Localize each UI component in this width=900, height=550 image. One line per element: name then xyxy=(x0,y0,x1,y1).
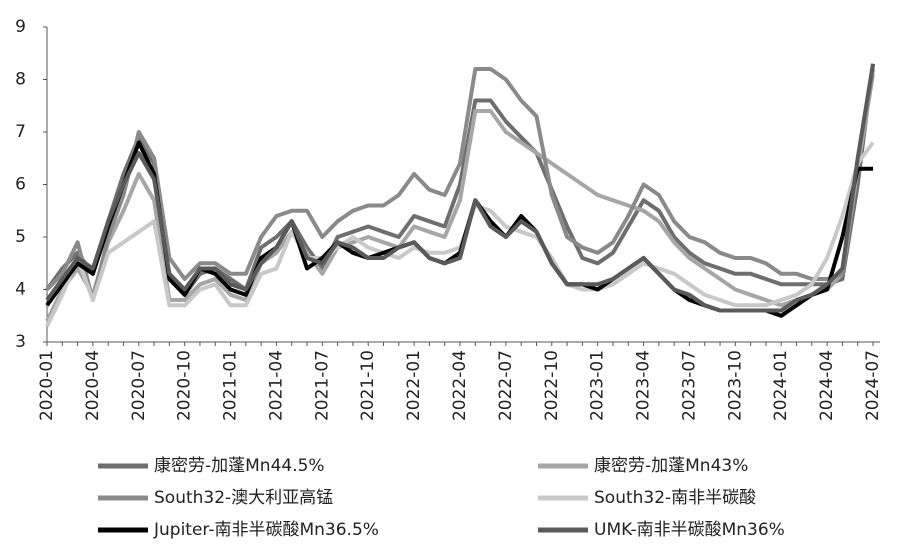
x-tick-label: 2024-07 xyxy=(863,350,883,421)
x-tick-label: 2021-04 xyxy=(266,350,286,421)
x-tick-label: 2022-07 xyxy=(496,350,516,421)
x-tick-label: 2023-07 xyxy=(679,350,699,421)
legend-label: Jupiter-南非半碳酸Mn36.5% xyxy=(153,520,379,540)
x-tick-label: 2022-10 xyxy=(542,350,562,421)
y-tick-label: 6 xyxy=(15,175,26,195)
x-tick-label: 2021-07 xyxy=(312,350,332,421)
x-tick-label: 2024-04 xyxy=(817,350,837,421)
legend-label: 康密劳-加蓬Mn43% xyxy=(594,456,748,476)
series-line xyxy=(45,67,875,302)
x-tick-label: 2021-01 xyxy=(221,350,241,421)
y-tick-label: 4 xyxy=(15,280,26,300)
x-tick-label: 2021-10 xyxy=(358,350,378,421)
series-line xyxy=(45,63,875,313)
legend-label: 康密劳-加蓬Mn44.5% xyxy=(154,456,325,476)
legend-label: UMK-南非半碳酸Mn36% xyxy=(594,520,785,540)
y-tick-label: 9 xyxy=(15,17,26,37)
x-tick-label: 2022-01 xyxy=(404,350,424,421)
series-line xyxy=(45,73,875,322)
x-tick-label: 2020-01 xyxy=(37,350,57,421)
x-tick-label: 2023-04 xyxy=(634,350,654,421)
y-tick-label: 5 xyxy=(15,227,26,247)
x-tick-label: 2024-01 xyxy=(771,350,791,421)
x-tick-label: 2022-04 xyxy=(450,350,470,421)
x-tick-label: 2020-04 xyxy=(83,350,103,421)
y-tick-label: 8 xyxy=(15,70,26,90)
y-tick-label: 3 xyxy=(15,332,26,352)
y-tick-label: 7 xyxy=(15,122,26,142)
x-tick-label: 2023-01 xyxy=(588,350,608,421)
x-tick-label: 2023-10 xyxy=(725,350,745,421)
x-tick-label: 2020-10 xyxy=(175,350,195,421)
legend-label: South32-澳大利亚高锰 xyxy=(154,488,333,508)
legend-label: South32-南非半碳酸 xyxy=(594,488,756,508)
series-line xyxy=(45,140,873,318)
x-tick-label: 2020-07 xyxy=(129,350,149,421)
